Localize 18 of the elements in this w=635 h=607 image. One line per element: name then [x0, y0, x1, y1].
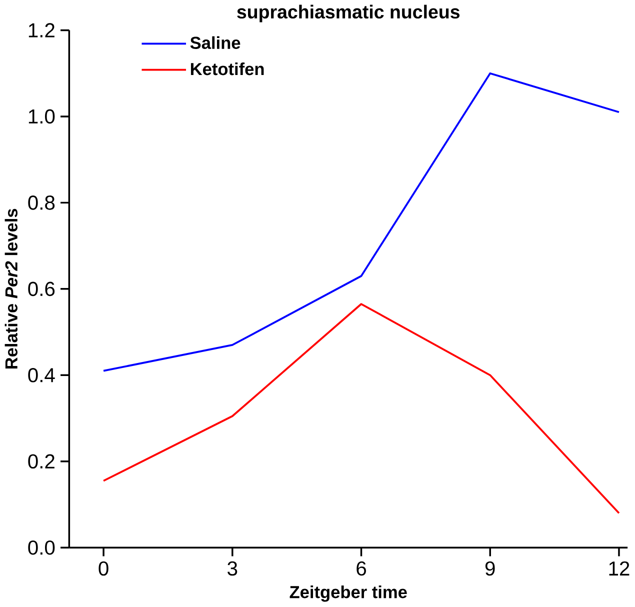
y-tick-label: 0.0 [28, 540, 55, 555]
legend-label: Ketotifen [190, 62, 264, 76]
y-tick-label: 0.6 [28, 282, 55, 296]
legend-label: Saline [190, 36, 240, 50]
x-tick-label: 12 [609, 562, 630, 576]
x-axis-title: Zeitgeber time [290, 586, 407, 602]
line-series [102, 303, 620, 514]
y-axis-title: Relative Per2 levels [4, 209, 18, 369]
y-tick-label: 0.2 [28, 454, 54, 469]
y-tick-label: 1.0 [28, 110, 55, 124]
y-tick-label: 0.8 [28, 196, 55, 210]
chart-title: suprachiasmatic nucleus [237, 5, 460, 22]
x-tick-label: 0 [98, 562, 108, 576]
y-tick-label: 0.4 [28, 368, 55, 383]
x-tick-label: 3 [228, 562, 238, 576]
x-tick-label: 6 [356, 562, 366, 576]
x-tick-label: 9 [485, 562, 495, 576]
y-tick-label: 1.2 [28, 23, 54, 38]
